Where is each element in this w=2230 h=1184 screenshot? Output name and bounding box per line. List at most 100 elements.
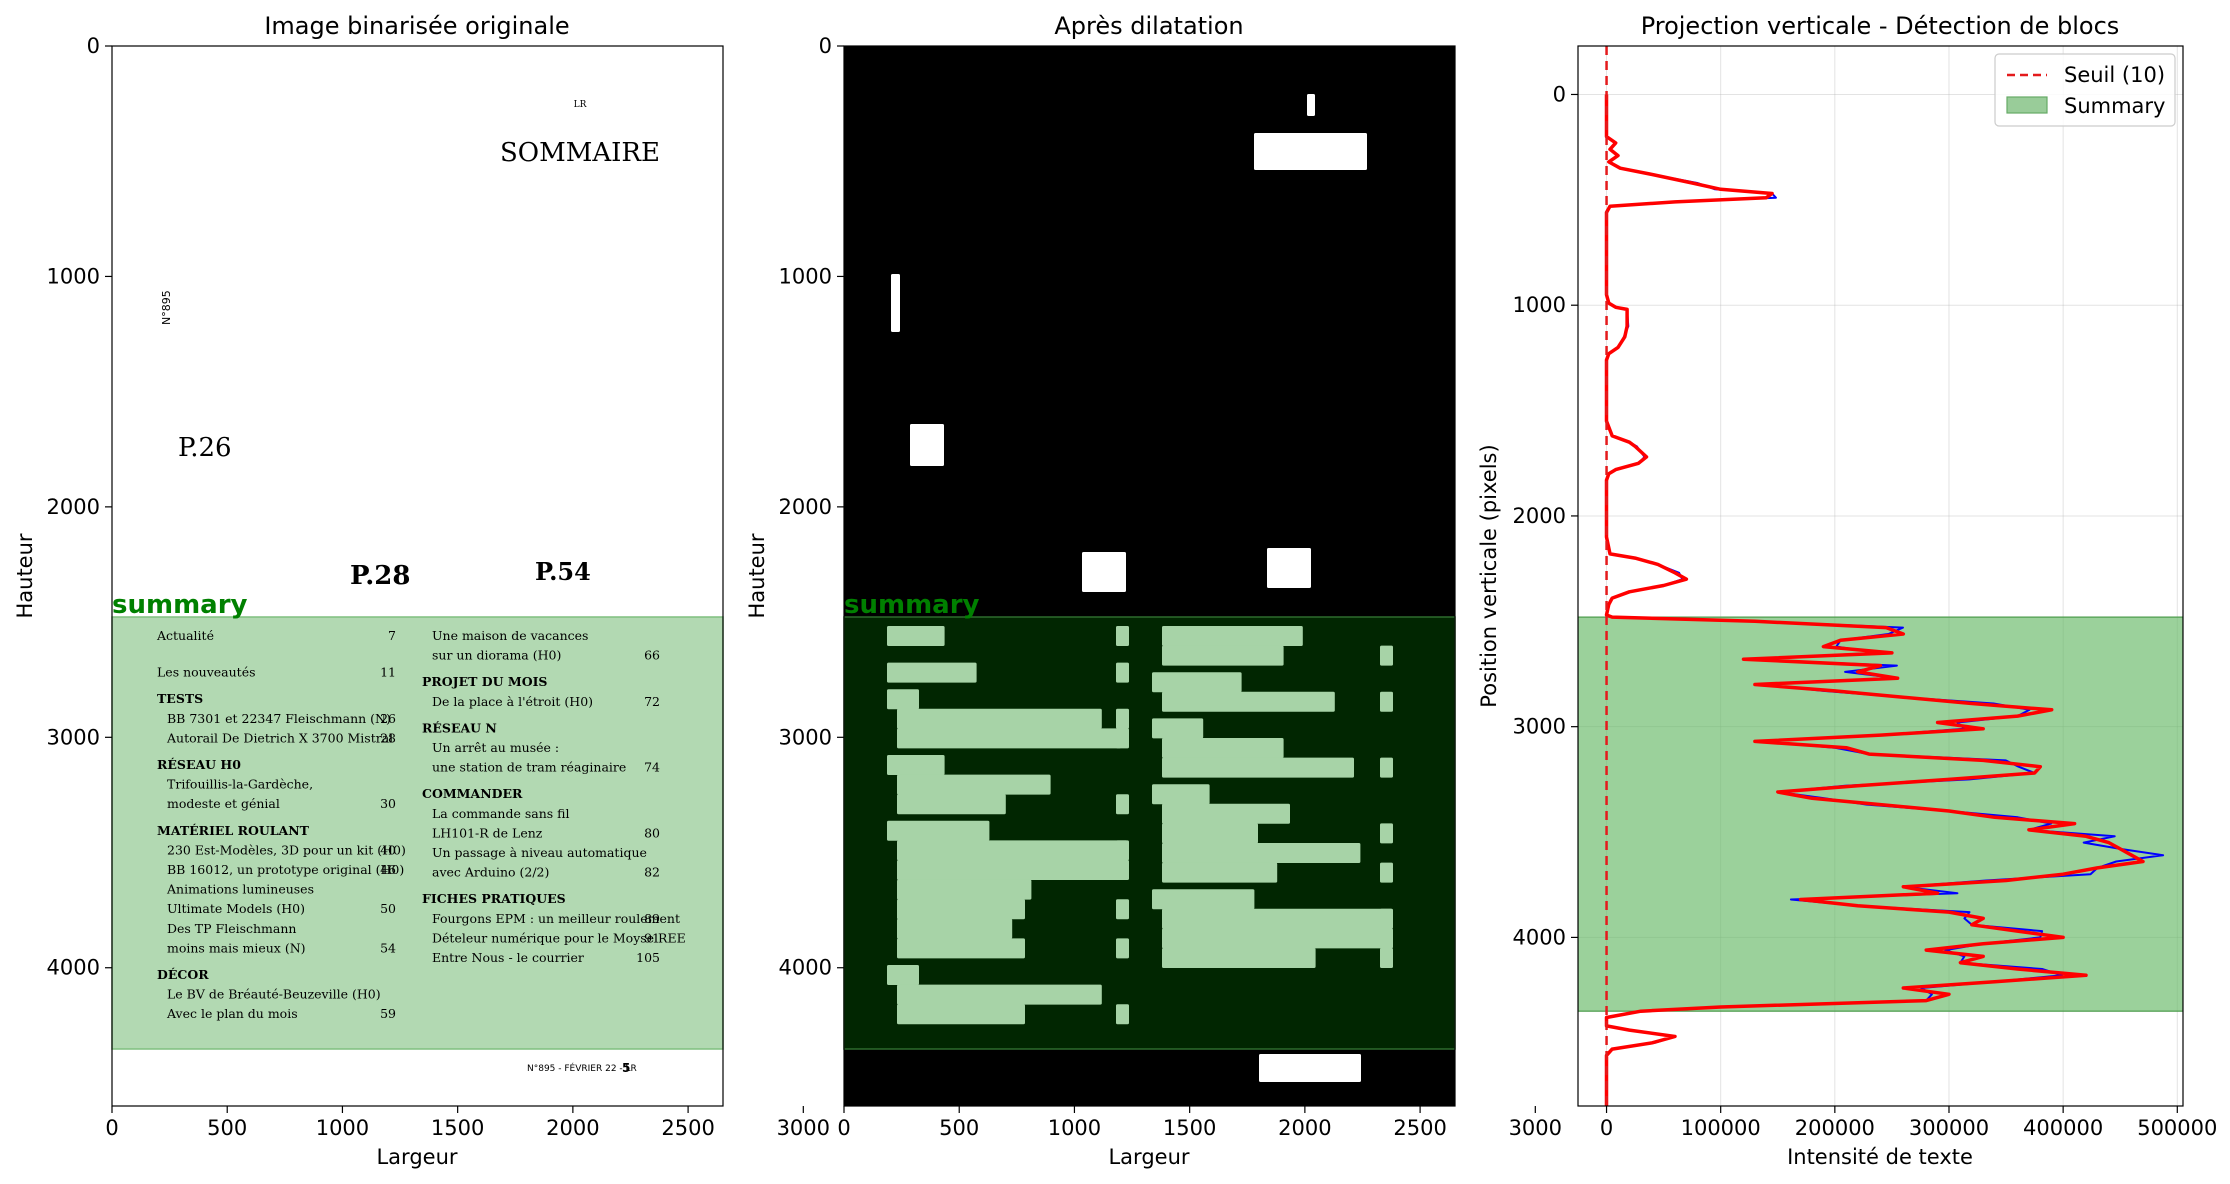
dilated-page-blob (1116, 1004, 1129, 1025)
x-tick-label: 3000 (777, 1116, 830, 1140)
issue-number-vertical: N°895 (160, 290, 173, 325)
y-axis-label-projection: Position verticale (pixels) (1477, 444, 1501, 707)
x-axis-label-dilated: Largeur (1108, 1145, 1189, 1169)
dilated-text-blob (897, 794, 1006, 815)
x-tick-label: 200000 (1795, 1116, 1875, 1140)
toc-entry: MATÉRIEL ROULANT (157, 823, 310, 838)
dilated-text-blob (1162, 757, 1354, 778)
dilated-page-blob (1380, 757, 1393, 778)
y-tick-label: 2000 (1513, 504, 1566, 528)
toc-entry: De la place à l'étroit (H0) (432, 694, 593, 709)
legend-threshold-label: Seuil (10) (2064, 63, 2165, 87)
ticks-dilated: 0 500 1000 1500 2000 2500 3000 0 1000 2000 3000 400… (779, 34, 1562, 1140)
dilated-text-blob (1162, 626, 1303, 646)
toc-entry: Des TP Fleischmann (167, 921, 296, 936)
dilated-text-blob (887, 662, 977, 683)
dilated-text-blob (897, 899, 1025, 920)
dilated-text-blob (887, 755, 945, 775)
dilated-text-blob (887, 626, 945, 646)
summary-label-dilated: summary (844, 590, 980, 620)
y-tick-label: 3000 (779, 725, 832, 749)
toc-entry: modeste et génial (167, 796, 280, 811)
toc-entry: DÉCOR (157, 967, 209, 982)
y-axis-label-dilated: Hauteur (745, 533, 769, 618)
dilated-page-blob (1380, 908, 1393, 929)
dilated-page-ref-blob (1082, 552, 1126, 592)
dilated-text-blob (1152, 889, 1255, 910)
legend-summary-swatch (2006, 96, 2048, 114)
y-tick-label: 3000 (1513, 715, 1566, 739)
header-small-text: LR (574, 100, 587, 110)
toc-page-number: 28 (380, 730, 396, 745)
dilated-page-blob (1116, 860, 1129, 880)
legend-summary-label: Summary (2064, 94, 2165, 118)
dilated-text-blob (887, 689, 919, 710)
toc-entry: Une maison de vacances (432, 628, 588, 643)
dilated-page-blob (1380, 862, 1393, 883)
dilated-title-blob (1254, 133, 1367, 170)
page-ref-28: P.28 (350, 561, 410, 591)
toc-entry: Le BV de Bréauté-Beuzeville (H0) (167, 987, 381, 1002)
x-tick-label: 300000 (1909, 1116, 1989, 1140)
toc-entry: FICHES PRATIQUES (422, 891, 566, 906)
dilated-text-blob (897, 840, 1128, 861)
panel-projection: Projection verticale - Détection de bloc… (1477, 12, 2217, 1169)
y-tick-label: 3000 (47, 725, 100, 749)
page-ref-26: P.26 (178, 433, 232, 463)
toc-page-number: 54 (380, 940, 396, 955)
dilated-page-blob (1116, 708, 1129, 729)
dilated-text-blob (1162, 948, 1316, 968)
x-tick-label: 1000 (316, 1116, 369, 1140)
dilated-page-blob (1380, 823, 1393, 844)
y-tick-label: 4000 (779, 956, 832, 980)
dilated-text-blob (1152, 718, 1204, 739)
dilated-page-blob (1116, 840, 1129, 861)
x-tick-label: 0 (105, 1116, 118, 1140)
panel-dilated: Après dilatation summary 0 500 1000 1500 200… (745, 12, 1562, 1169)
toc-entry: Ultimate Models (H0) (167, 901, 305, 916)
toc-page-number: 72 (644, 694, 660, 709)
toc-entry: Un arrêt au musée : (432, 740, 559, 755)
y-tick-label: 4000 (47, 956, 100, 980)
dilated-issue-blob (891, 274, 900, 332)
dilated-page-blob (1380, 928, 1393, 949)
y-tick-label: 0 (87, 34, 100, 58)
y-axis-label-original: Hauteur (13, 533, 37, 618)
toc-left-column: Actualité 7 Les nouveautés 11 TESTS BB 7301 e… (156, 628, 406, 1021)
toc-entry: Entre Nous - le courrier (432, 950, 584, 965)
dilated-text-blob (897, 918, 1013, 939)
ticks-original: 0 500 1000 1500 2000 2500 30000100020003000400… (47, 34, 830, 1140)
y-tick-label: 0 (1553, 82, 1566, 106)
smoothed-projection-line (1604, 94, 2145, 1106)
x-tick-label: 3000 (1509, 1116, 1562, 1140)
y-tick-label: 4000 (1513, 925, 1566, 949)
toc-page-number: 74 (644, 760, 660, 775)
toc-page-number: 80 (644, 825, 660, 840)
toc-entry: Trifouillis-la-Gardèche, (167, 777, 313, 792)
x-axis-label-projection: Intensité de texte (1787, 1145, 1973, 1169)
dilated-text-blob (887, 965, 919, 985)
toc-entry: Fourgons EPM : un meilleur roulement (432, 911, 680, 926)
x-tick-label: 1000 (1048, 1116, 1101, 1140)
toc-page-number: 46 (380, 862, 396, 877)
dilated-text-blob (1162, 908, 1393, 929)
dilated-page-blob (1116, 794, 1129, 815)
x-tick-label: 2000 (1278, 1116, 1331, 1140)
toc-right-column: Une maison de vacances sur un diorama (H0… (422, 628, 686, 965)
toc-entry: une station de tram réaginaire (432, 760, 626, 775)
panel-original: Image binarisée originale LR SOMMAIRE N°… (13, 12, 830, 1169)
plot-content (1578, 46, 2183, 1106)
y-tick-label: 2000 (47, 495, 100, 519)
toc-entry: Dételeur numérique pour le Moyse REE (432, 930, 686, 945)
dilated-page-blob (1380, 645, 1393, 666)
x-tick-label: 0 (837, 1116, 850, 1140)
summary-block-overlay (111, 616, 724, 1050)
dilated-text-blob (897, 938, 1025, 959)
dilated-page-blob (1116, 728, 1129, 749)
toc-entry: LH101-R de Lenz (432, 825, 543, 840)
toc-entry: moins mais mieux (N) (167, 940, 306, 955)
panel-title-original: Image binarisée originale (264, 12, 569, 40)
document-title: SOMMAIRE (500, 138, 660, 168)
dilated-text-blob (897, 774, 1051, 795)
toc-page-number: 105 (636, 950, 660, 965)
